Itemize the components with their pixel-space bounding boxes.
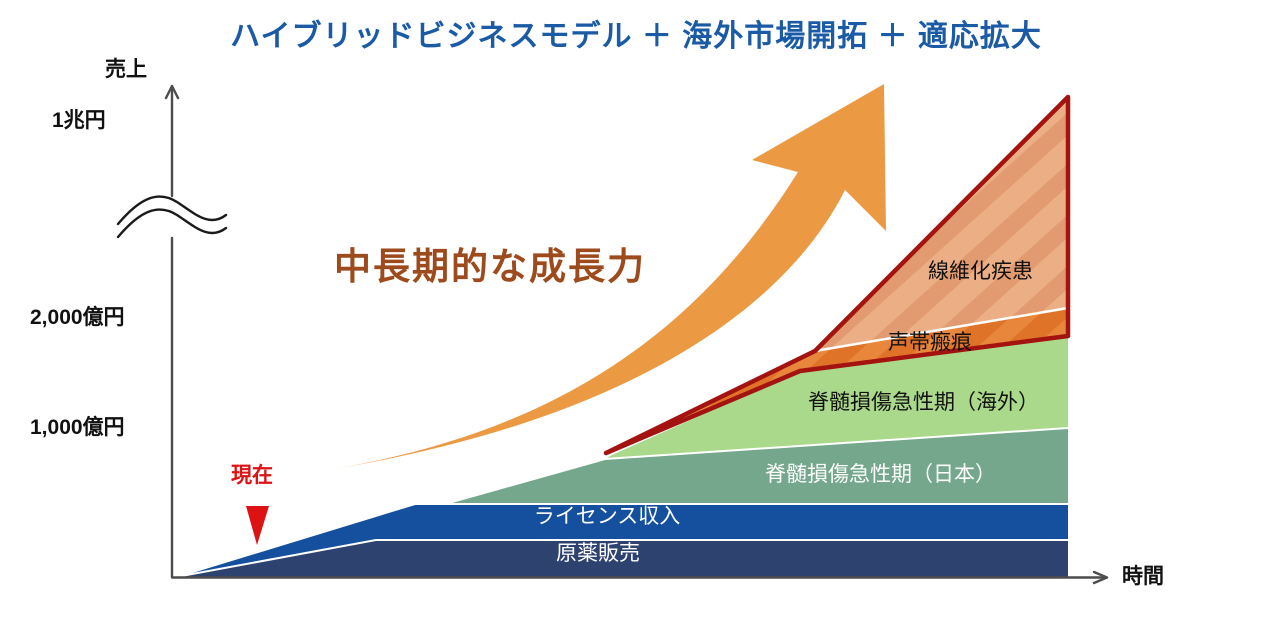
y-axis-arrowhead — [164, 84, 180, 100]
y-tick-1-trillion: 1兆円 — [52, 109, 106, 132]
line-license-top — [175, 503, 1069, 578]
line-fibrosis-vocal-separator — [813, 306, 1070, 353]
x-axis-label: 時間 — [1122, 565, 1164, 588]
axis-break-wave-1 — [116, 195, 228, 226]
area-sci-japan — [445, 428, 1068, 504]
line-sci-japan-top — [444, 427, 1069, 505]
layer-label-license: ライセンス収入 — [533, 505, 681, 528]
y-tick-2000-oku: 2,000億円 — [30, 306, 125, 329]
chart-title: ハイブリッドビジネスモデル ＋ 海外市場開拓 ＋ 適応拡大 — [230, 20, 1042, 53]
x-axis-arrowhead — [1092, 570, 1109, 585]
growth-annotation: 中長期的な成長力 — [334, 246, 646, 287]
layer-label-fibrosis: 線維化疾患 — [928, 260, 1033, 283]
wedge-red-border — [603, 94, 1071, 456]
now-marker-label: 現在 — [231, 464, 273, 487]
line-genyaku-top — [175, 539, 1069, 578]
y-tick-1000-oku: 1,000億円 — [30, 416, 125, 439]
growth-arrow — [322, 84, 886, 471]
layer-label-sci-japan: 脊髄損傷急性期（日本） — [765, 463, 996, 486]
layer-label-vocal-scar: 声帯瘢痕 — [888, 331, 972, 354]
layer-label-sci-overseas: 脊髄損傷急性期（海外） — [808, 391, 1039, 414]
layer-label-api-sales: 原薬販売 — [556, 542, 640, 565]
area-vocal-scar — [606, 308, 1068, 453]
y-axis-label: 売上 — [105, 58, 147, 81]
area-sci-overseas — [605, 336, 1068, 459]
area-genyaku — [176, 540, 1068, 577]
now-marker-triangle — [246, 506, 269, 545]
axis-break-wave-2 — [116, 208, 228, 239]
area-license — [176, 504, 1068, 577]
